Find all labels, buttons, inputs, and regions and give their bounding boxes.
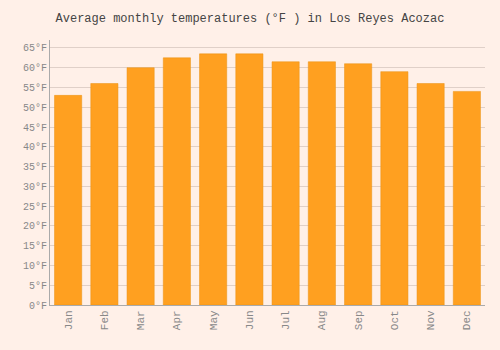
svg-text:Average monthly temperatures (: Average monthly temperatures (°F ) in Lo…	[56, 12, 445, 26]
svg-text:10°F: 10°F	[23, 261, 47, 272]
svg-text:20°F: 20°F	[23, 221, 47, 232]
svg-text:0°F: 0°F	[29, 301, 47, 312]
svg-text:Nov: Nov	[425, 310, 437, 330]
svg-text:5°F: 5°F	[29, 281, 47, 292]
svg-text:Aug: Aug	[316, 310, 328, 330]
svg-text:15°F: 15°F	[23, 241, 47, 252]
svg-text:May: May	[208, 310, 220, 330]
svg-text:Jan: Jan	[63, 310, 75, 330]
svg-text:25°F: 25°F	[23, 202, 47, 213]
svg-text:45°F: 45°F	[23, 123, 47, 134]
svg-text:Dec: Dec	[461, 310, 473, 330]
svg-text:40°F: 40°F	[23, 142, 47, 153]
svg-text:Oct: Oct	[389, 310, 401, 330]
svg-text:Feb: Feb	[99, 310, 111, 330]
svg-text:55°F: 55°F	[23, 83, 47, 94]
svg-text:Jun: Jun	[244, 310, 256, 330]
svg-text:65°F: 65°F	[23, 43, 47, 54]
svg-text:Jul: Jul	[280, 310, 292, 330]
svg-text:Apr: Apr	[171, 310, 183, 330]
svg-text:30°F: 30°F	[23, 182, 47, 193]
svg-text:60°F: 60°F	[23, 63, 47, 74]
svg-text:Sep: Sep	[353, 310, 365, 330]
svg-text:Mar: Mar	[135, 310, 147, 330]
svg-text:35°F: 35°F	[23, 162, 47, 173]
svg-text:50°F: 50°F	[23, 103, 47, 114]
